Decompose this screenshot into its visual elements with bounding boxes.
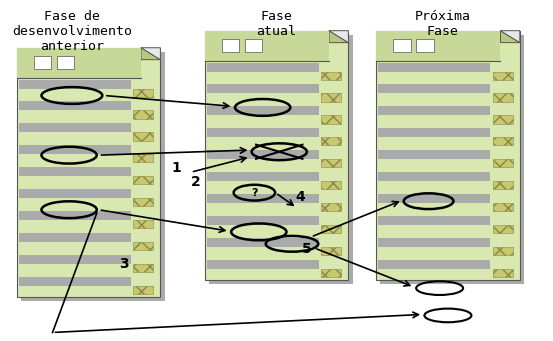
Bar xyxy=(245,39,262,52)
Bar xyxy=(416,39,434,52)
Bar xyxy=(321,72,341,80)
Bar xyxy=(493,159,513,167)
Polygon shape xyxy=(329,31,348,43)
Bar xyxy=(376,31,520,280)
Bar xyxy=(19,167,131,176)
Bar xyxy=(207,85,319,93)
Bar xyxy=(493,72,513,80)
Bar xyxy=(19,189,131,198)
Bar xyxy=(321,225,341,233)
Bar xyxy=(378,62,491,72)
Bar xyxy=(133,176,153,184)
Bar xyxy=(493,225,513,233)
Bar xyxy=(378,172,491,181)
Bar xyxy=(321,93,341,102)
Bar xyxy=(207,150,319,159)
Bar xyxy=(19,145,131,154)
Bar xyxy=(378,106,491,115)
Bar xyxy=(378,85,491,93)
Bar xyxy=(376,31,500,61)
Bar xyxy=(133,154,153,163)
Bar xyxy=(493,115,513,123)
Bar xyxy=(133,220,153,228)
Bar xyxy=(19,233,131,242)
Text: Fase
atual: Fase atual xyxy=(257,10,296,38)
Text: 5: 5 xyxy=(302,242,312,256)
Bar xyxy=(205,31,348,280)
Bar xyxy=(19,102,131,110)
Bar xyxy=(493,93,513,102)
Polygon shape xyxy=(500,31,520,43)
Bar xyxy=(19,211,131,220)
Bar xyxy=(34,56,51,69)
Bar xyxy=(378,260,491,269)
Bar xyxy=(19,123,131,132)
Bar xyxy=(321,159,341,167)
Bar xyxy=(207,260,319,269)
Text: Próxima
Fase: Próxima Fase xyxy=(414,10,471,38)
Bar xyxy=(321,115,341,123)
Bar xyxy=(207,238,319,247)
Text: Fase de
desenvolvimento
anterior: Fase de desenvolvimento anterior xyxy=(12,10,132,53)
Bar xyxy=(207,106,319,115)
Bar xyxy=(493,181,513,189)
Bar xyxy=(378,150,491,159)
Bar xyxy=(133,242,153,250)
Polygon shape xyxy=(141,48,160,60)
Bar xyxy=(57,56,74,69)
Bar xyxy=(321,137,341,146)
Text: ?: ? xyxy=(251,188,258,198)
Bar xyxy=(321,269,341,277)
Bar xyxy=(493,203,513,211)
Polygon shape xyxy=(141,48,160,60)
Bar xyxy=(19,79,131,89)
Bar xyxy=(378,238,491,247)
Bar xyxy=(133,89,153,97)
Bar xyxy=(207,172,319,181)
Text: 3: 3 xyxy=(119,257,128,271)
Bar xyxy=(19,255,131,264)
Bar xyxy=(21,52,165,301)
Bar xyxy=(209,35,353,284)
Bar xyxy=(207,128,319,137)
Bar xyxy=(493,269,513,277)
Bar xyxy=(493,137,513,146)
Bar xyxy=(321,203,341,211)
Text: 1: 1 xyxy=(171,161,181,175)
Bar xyxy=(133,286,153,294)
Bar xyxy=(378,216,491,225)
Bar xyxy=(17,48,160,297)
Bar xyxy=(207,194,319,203)
Polygon shape xyxy=(329,31,348,43)
Bar xyxy=(222,39,239,52)
Bar xyxy=(393,39,410,52)
Text: 4: 4 xyxy=(295,190,305,204)
Bar xyxy=(378,194,491,203)
Bar xyxy=(133,198,153,206)
Bar xyxy=(380,35,524,284)
Bar xyxy=(19,277,131,286)
Polygon shape xyxy=(500,31,520,43)
Bar xyxy=(493,247,513,255)
Bar xyxy=(321,181,341,189)
Text: 2: 2 xyxy=(191,175,201,189)
Bar xyxy=(207,216,319,225)
Bar xyxy=(133,264,153,272)
Bar xyxy=(205,31,329,61)
Bar xyxy=(133,132,153,140)
Bar xyxy=(321,247,341,255)
Bar xyxy=(207,62,319,72)
Bar xyxy=(17,48,141,78)
Bar xyxy=(133,110,153,119)
Bar xyxy=(378,128,491,137)
